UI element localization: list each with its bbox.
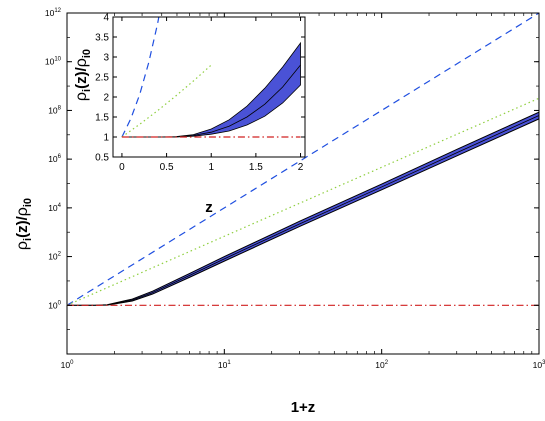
inset-x-tick-label: 2 bbox=[298, 162, 304, 173]
inset-y-tick-label: 0.5 bbox=[95, 153, 109, 164]
main-x-axis-label-text: 1+z bbox=[291, 399, 316, 416]
inset-x-tick-label: 1.5 bbox=[249, 162, 263, 173]
main-y-tick-exp: 0 bbox=[58, 300, 62, 306]
main-band-layer bbox=[67, 111, 540, 306]
main-y-axis-label-arg: (z)/ bbox=[14, 215, 31, 237]
main-y-tick-exp: 6 bbox=[58, 154, 62, 160]
main-x-tick-label: 101 bbox=[218, 360, 231, 370]
inset-y-tick-label: 1.5 bbox=[95, 113, 109, 124]
inset-x-tick-label: 1 bbox=[208, 162, 214, 173]
main-line-dotted bbox=[66, 97, 540, 306]
main-y-tick-exp: 4 bbox=[58, 203, 62, 209]
main-x-tick-base: 10 bbox=[218, 360, 228, 370]
main-y-tick-base: 10 bbox=[48, 105, 58, 115]
main-lines-layer bbox=[66, 12, 540, 306]
main-y-tick-exp: 10 bbox=[54, 57, 61, 63]
main-y-tick-exp: 8 bbox=[58, 105, 62, 111]
inset-y-axis-label: ρi(z)/ρi0 bbox=[73, 49, 93, 101]
inset-y-axis-label-sub-i: i bbox=[81, 89, 93, 92]
inset-y-axis-label-sub-i0: i0 bbox=[81, 49, 93, 58]
main-y-axis-label-sub-i0: i0 bbox=[22, 198, 34, 207]
main-y-tick-base: 10 bbox=[48, 154, 58, 164]
main-y-tick-exp: 2 bbox=[58, 252, 62, 258]
main-x-ticks: 100 101 102 103 bbox=[61, 13, 545, 370]
main-x-tick-exp: 1 bbox=[227, 360, 231, 366]
main-x-tick-exp: 3 bbox=[542, 360, 545, 366]
main-y-tick-label: 108 bbox=[48, 105, 61, 115]
inset-y-tick-label: 1 bbox=[103, 133, 109, 144]
inset-x-axis-label-text: z bbox=[205, 199, 213, 216]
main-x-tick-exp: 0 bbox=[70, 360, 74, 366]
inset-y-axis-label-rho: ρ bbox=[73, 92, 90, 101]
main-y-tick-base: 10 bbox=[48, 300, 58, 310]
main-y-axis-label-sub-i: i bbox=[22, 238, 34, 241]
inset-y-tick-label: 2 bbox=[103, 93, 109, 104]
inset-y-axis-label-arg: (z)/ bbox=[73, 66, 90, 88]
inset-line-dashed bbox=[121, 17, 160, 138]
main-y-tick-label: 102 bbox=[48, 252, 61, 262]
main-y-tick-label: 104 bbox=[48, 203, 61, 213]
main-x-tick-label: 102 bbox=[375, 360, 388, 370]
inset-y-ticks: 0.5 1 1.5 2 2.5 3 3.5 4 bbox=[95, 13, 305, 164]
main-y-tick-exp: 12 bbox=[54, 8, 61, 14]
main-y-axis-label-rho: ρ bbox=[14, 241, 31, 250]
main-x-axis-label: 1+z bbox=[291, 399, 316, 416]
inset-y-tick-label: 3 bbox=[103, 53, 109, 64]
main-line-dashed bbox=[66, 12, 540, 306]
inset-plot-frame bbox=[112, 16, 306, 158]
main-y-axis-label-rho-2: ρ bbox=[14, 207, 31, 216]
main-x-tick-exp: 2 bbox=[385, 360, 389, 366]
inset-lines-layer bbox=[121, 17, 301, 138]
inset-x-tick-label: 0 bbox=[119, 162, 125, 173]
main-y-tick-label: 100 bbox=[48, 300, 61, 310]
inset-y-tick-label: 4 bbox=[103, 13, 109, 24]
main-y-tick-base: 10 bbox=[45, 57, 55, 67]
main-band-center-line bbox=[67, 115, 540, 306]
main-y-tick-base: 10 bbox=[45, 8, 55, 18]
main-x-tick-base: 10 bbox=[375, 360, 385, 370]
main-y-tick-base: 10 bbox=[48, 203, 58, 213]
inset-y-tick-label: 3.5 bbox=[95, 33, 109, 44]
main-x-tick-base: 10 bbox=[533, 360, 543, 370]
inset-plot: 0 0.5 1 1.5 2 0.511.522.533.54 z ρi(z)/ρi0 bbox=[73, 13, 306, 216]
inset-y-tick-label: 2.5 bbox=[95, 73, 109, 84]
main-y-tick-label: 1010 bbox=[45, 57, 62, 67]
main-y-tick-label: 106 bbox=[48, 154, 61, 164]
main-x-tick-label: 100 bbox=[61, 360, 74, 370]
inset-band-series bbox=[121, 41, 301, 138]
main-y-axis-label: ρi(z)/ρi0 bbox=[14, 198, 34, 250]
main-y-tick-base: 10 bbox=[48, 252, 58, 262]
inset-y-axis-label-rho-2: ρ bbox=[73, 58, 90, 67]
inset-x-tick-label: 0.5 bbox=[160, 162, 174, 173]
inset-line-dotted bbox=[121, 64, 212, 138]
inset-x-ticks: 0 0.5 1 1.5 2 bbox=[119, 17, 304, 173]
inset-x-axis-label: z bbox=[205, 199, 213, 216]
main-x-tick-label: 103 bbox=[533, 360, 545, 370]
main-y-tick-label: 1012 bbox=[45, 8, 62, 18]
main-x-tick-base: 10 bbox=[61, 360, 71, 370]
